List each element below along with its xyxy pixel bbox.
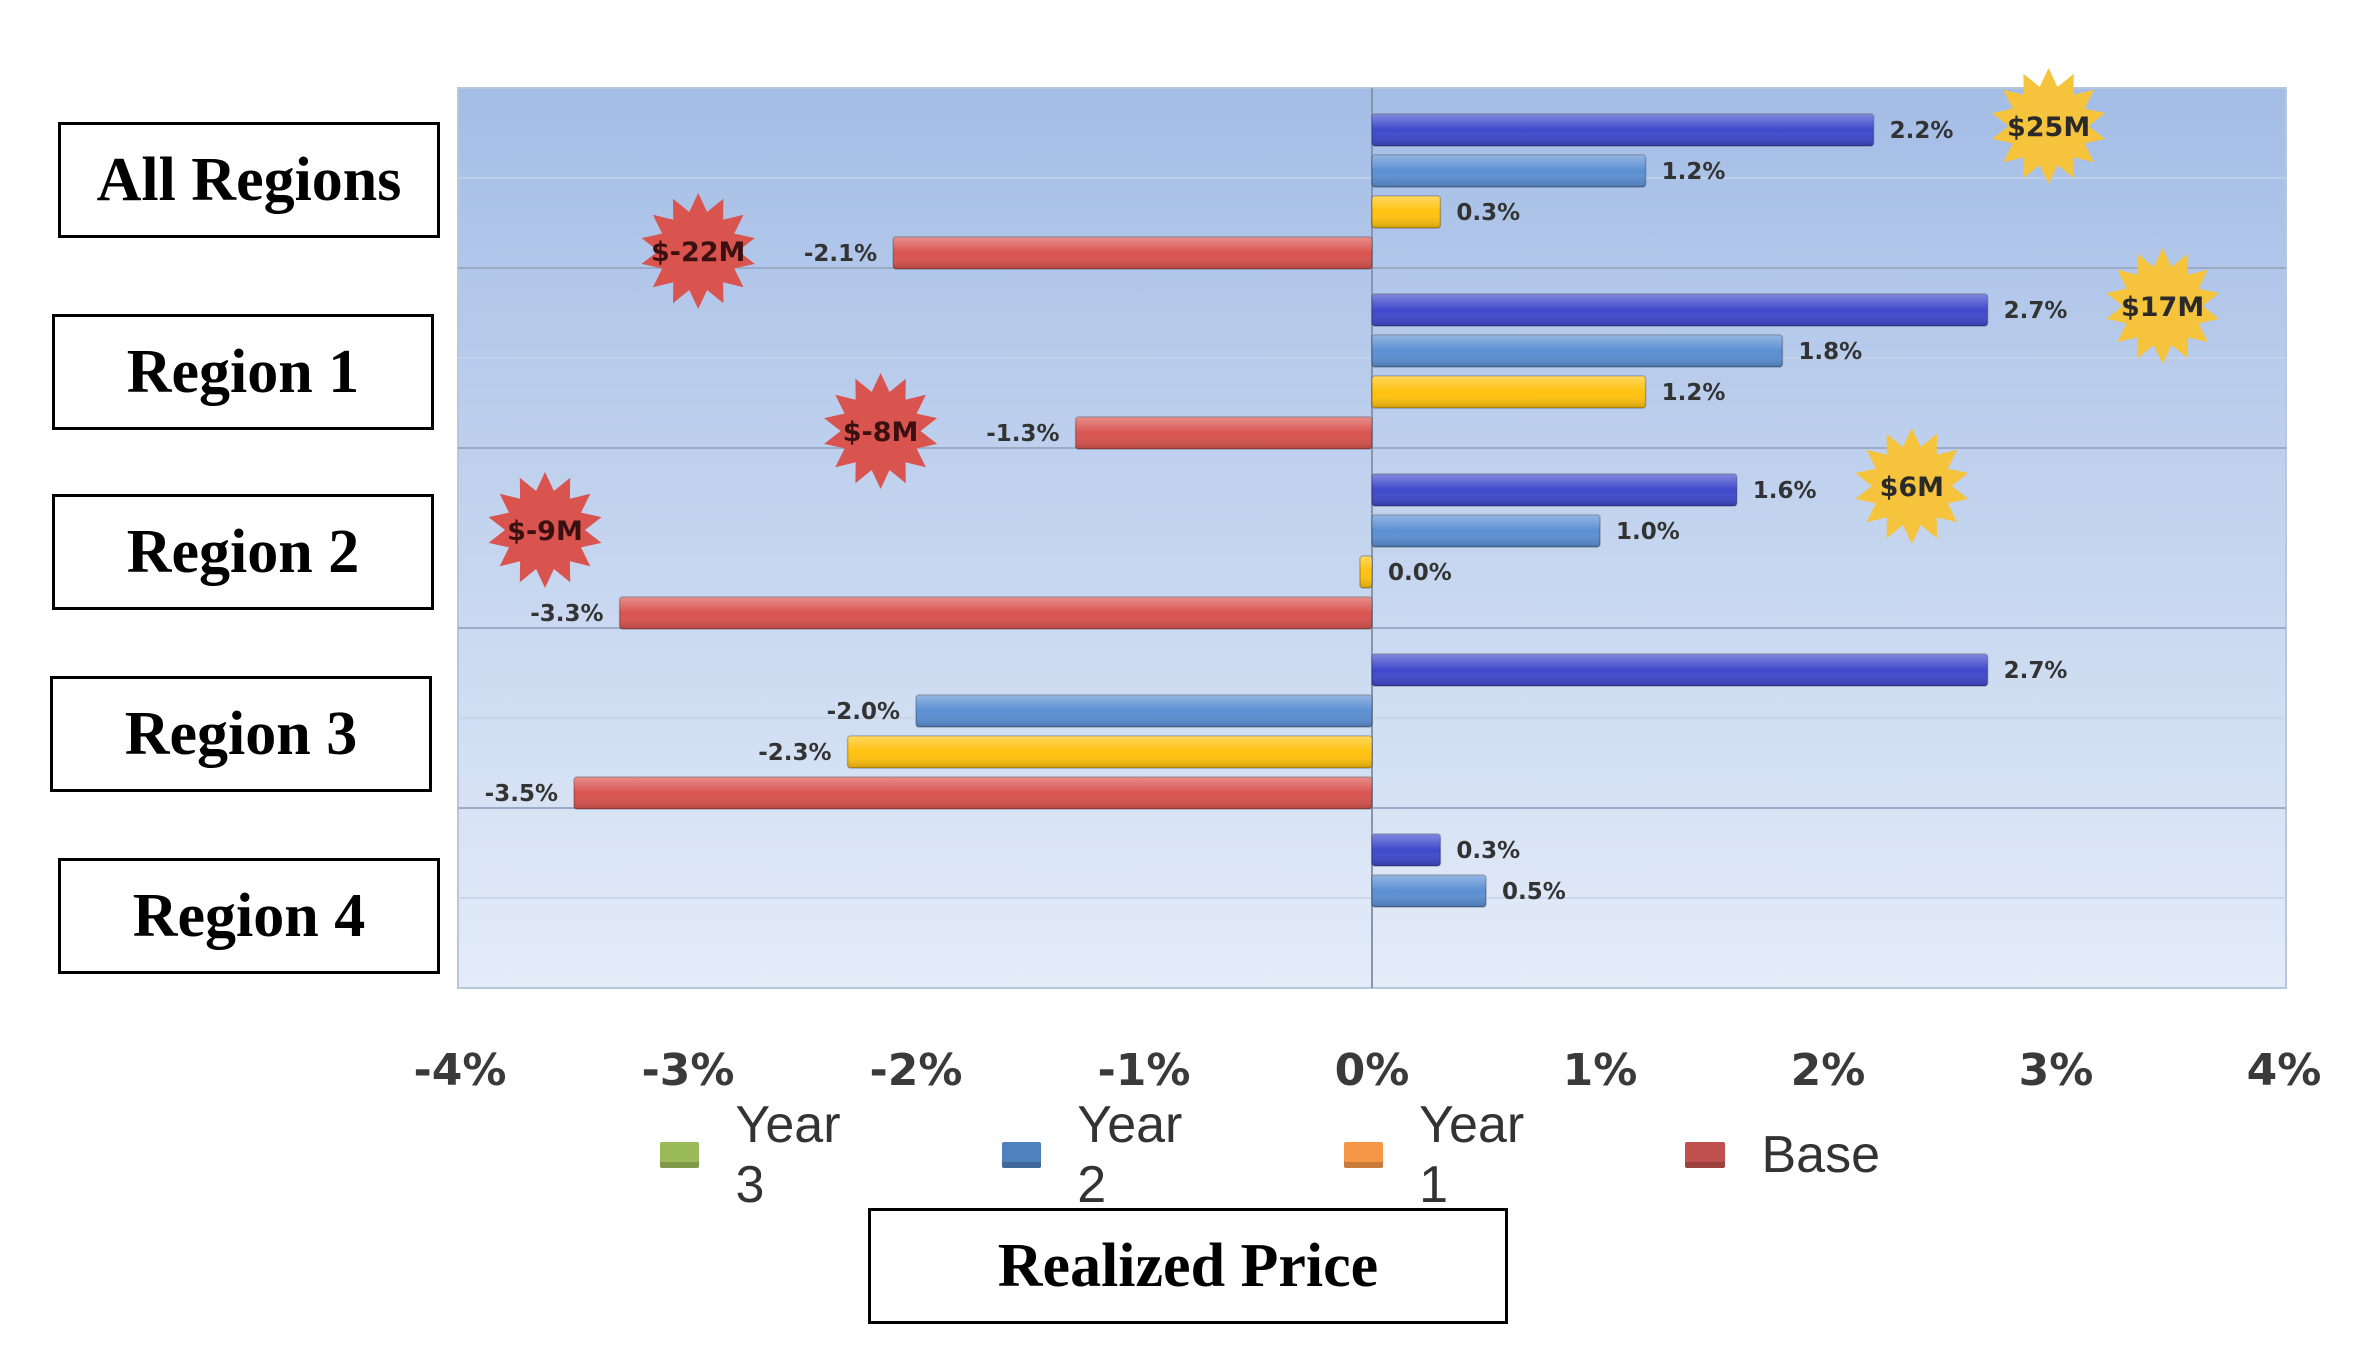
x-tick-label: 2% xyxy=(1791,1045,1866,1096)
legend-item-base: Base xyxy=(1685,1125,1880,1185)
data-label: 1.0% xyxy=(1616,519,1680,545)
x-tick-label: -2% xyxy=(870,1045,963,1096)
burst-label: $6M xyxy=(1880,472,1944,503)
burst-label: $-9M xyxy=(507,516,583,547)
gain-burst-1 xyxy=(1992,68,2106,184)
x-tick-label: 1% xyxy=(1563,1045,1638,1096)
data-label: 0.0% xyxy=(1388,560,1452,586)
region-label-region-1: Region 1 xyxy=(52,314,434,430)
bar-shine xyxy=(1372,155,1646,187)
bar-shine xyxy=(847,736,1372,768)
data-label: 1.2% xyxy=(1662,380,1726,406)
bar-shine xyxy=(1075,417,1372,449)
burst-label: $-8M xyxy=(843,417,919,448)
bar-shine xyxy=(1372,875,1486,907)
x-tick-label: -1% xyxy=(1098,1045,1191,1096)
region-label-region-3: Region 3 xyxy=(50,676,432,792)
bar-shine xyxy=(1372,294,1988,326)
data-label: 0.3% xyxy=(1456,838,1520,864)
data-label: 1.2% xyxy=(1662,159,1726,185)
gain-burst-3 xyxy=(2106,248,2220,364)
bar-shine xyxy=(1372,335,1783,367)
data-label: -2.3% xyxy=(758,740,831,766)
legend-label: Year 1 xyxy=(1419,1096,1525,1214)
burst-label: $25M xyxy=(2007,112,2090,143)
bar-shine xyxy=(1372,654,1988,686)
gain-burst-5 xyxy=(1855,428,1969,544)
loss-burst-2 xyxy=(641,193,755,309)
bar-shine xyxy=(1372,834,1441,866)
legend-label: Year 2 xyxy=(1077,1096,1183,1214)
legend-swatch-base xyxy=(1685,1142,1726,1168)
data-label: 2.7% xyxy=(2004,658,2068,684)
bar-shine xyxy=(1372,196,1441,228)
data-label: 1.8% xyxy=(1798,339,1862,365)
data-label: 1.6% xyxy=(1753,478,1817,504)
bar-shine xyxy=(1372,376,1646,408)
bar-shine xyxy=(916,695,1372,727)
bar-shine xyxy=(619,597,1372,629)
data-label: 2.2% xyxy=(1890,118,1954,144)
x-tick-label: 3% xyxy=(2019,1045,2094,1096)
x-tick-label: 4% xyxy=(2247,1045,2322,1096)
data-label: -1.3% xyxy=(986,421,1059,447)
region-label-region-4: Region 4 xyxy=(58,858,440,974)
loss-burst-4 xyxy=(824,373,938,489)
x-tick-label: -4% xyxy=(414,1045,507,1096)
region-label-all-regions: All Regions xyxy=(58,122,440,238)
legend-label: Year 3 xyxy=(735,1096,841,1214)
region-label-region-2: Region 2 xyxy=(52,494,434,610)
bar-shine xyxy=(893,237,1372,269)
legend-swatch-year-1 xyxy=(1343,1142,1384,1168)
x-tick-label: -3% xyxy=(642,1045,735,1096)
bar-shine xyxy=(1360,556,1372,588)
legend-swatch-year-2 xyxy=(1001,1142,1042,1168)
data-label: -3.5% xyxy=(485,781,558,807)
bar-shine xyxy=(1372,515,1600,547)
legend-swatch-year-3 xyxy=(660,1142,700,1168)
bar-shine xyxy=(1372,474,1737,506)
legend-item-year-1: Year 1 xyxy=(1343,1095,1566,1215)
legend-label: Base xyxy=(1761,1126,1881,1184)
chart-legend: Year 3 Year 2 Year 1 Base xyxy=(660,1096,2000,1214)
burst-label: $17M xyxy=(2121,292,2204,323)
bar-shine xyxy=(574,777,1372,809)
data-label: 0.5% xyxy=(1502,879,1566,905)
x-tick-label: 0% xyxy=(1335,1045,1410,1096)
data-label: -2.1% xyxy=(804,241,877,267)
legend-item-year-2: Year 2 xyxy=(1001,1095,1224,1215)
loss-burst-6 xyxy=(488,472,602,588)
burst-label: $-22M xyxy=(651,237,745,268)
data-label: -3.3% xyxy=(530,601,603,627)
data-label: 2.7% xyxy=(2004,298,2068,324)
data-label: -2.0% xyxy=(827,699,900,725)
bar-shine xyxy=(1372,114,1874,146)
x-axis-title: Realized Price xyxy=(868,1208,1508,1324)
data-label: 0.3% xyxy=(1456,200,1520,226)
legend-item-year-3: Year 3 xyxy=(660,1095,882,1215)
